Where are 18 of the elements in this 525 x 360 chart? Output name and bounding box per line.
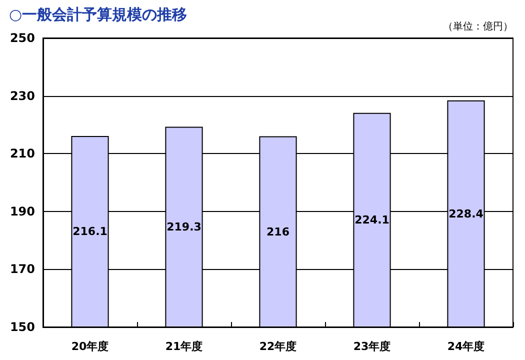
y-tick-label: 210 xyxy=(10,146,35,161)
chart-title: ○一般会計予算規模の推移 xyxy=(9,6,188,24)
data-label: 216 xyxy=(266,225,290,238)
y-tick-label: 150 xyxy=(10,320,35,334)
y-tick-label: 230 xyxy=(10,88,35,103)
x-tick-label: 24年度 xyxy=(447,340,485,353)
data-label: 216.1 xyxy=(72,225,108,238)
data-label: 219.3 xyxy=(166,220,202,234)
x-tick-label: 21年度 xyxy=(165,340,203,353)
data-label: 228.4 xyxy=(448,207,484,220)
x-tick-label: 23年度 xyxy=(353,340,391,353)
y-tick-label: 190 xyxy=(10,204,35,218)
data-label: 224.1 xyxy=(354,214,390,227)
y-tick-label: 250 xyxy=(10,31,35,45)
text: （単位：億円） xyxy=(443,20,513,32)
x-tick-label: 22年度 xyxy=(259,340,297,353)
x-tick-label: 20年度 xyxy=(71,340,109,353)
y-tick-label: 170 xyxy=(10,262,35,276)
